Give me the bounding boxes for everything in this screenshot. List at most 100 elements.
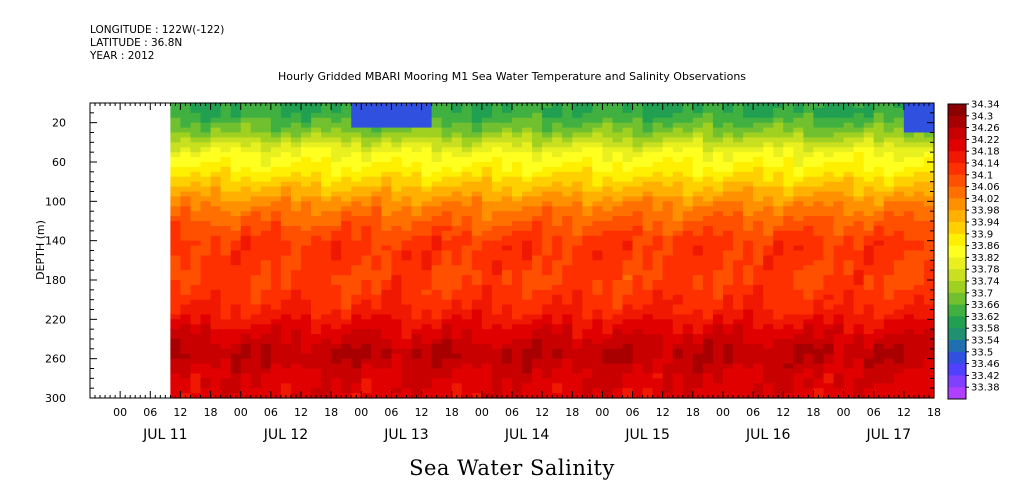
heatmap-cell xyxy=(180,181,192,188)
heatmap-cell xyxy=(431,309,443,316)
heatmap-cell xyxy=(833,132,845,139)
heatmap-cell xyxy=(672,225,684,232)
heatmap-cell xyxy=(552,255,563,261)
heatmap-cell xyxy=(602,201,614,207)
heatmap-cell xyxy=(873,388,885,394)
heatmap-cell xyxy=(843,216,855,222)
heatmap-cell xyxy=(481,289,493,296)
heatmap-cell xyxy=(240,201,252,207)
heatmap-cell xyxy=(391,334,403,340)
heatmap-cell xyxy=(783,112,794,119)
heatmap-cell xyxy=(873,245,885,252)
heatmap-cell xyxy=(893,378,905,384)
heatmap-cell xyxy=(662,260,674,266)
heatmap-cell xyxy=(321,260,332,266)
heatmap-cell xyxy=(270,152,282,158)
heatmap-cell xyxy=(783,275,794,281)
heatmap-cell xyxy=(682,142,694,148)
heatmap-cell xyxy=(692,339,704,345)
heatmap-cell xyxy=(753,157,764,163)
heatmap-cell xyxy=(250,260,262,266)
heatmap-cell xyxy=(592,157,604,163)
heatmap-cell xyxy=(652,176,664,183)
heatmap-cell xyxy=(522,329,533,335)
heatmap-cell xyxy=(672,112,684,119)
heatmap-cell xyxy=(391,152,403,158)
heatmap-cell xyxy=(331,289,342,296)
heatmap-cell xyxy=(542,265,553,271)
heatmap-cell xyxy=(793,309,804,316)
heatmap-cell xyxy=(843,383,855,389)
heatmap-cell xyxy=(652,137,664,143)
heatmap-cell xyxy=(602,122,614,129)
heatmap-cell xyxy=(381,225,393,232)
heatmap-cell xyxy=(170,368,182,375)
heatmap-cell xyxy=(572,122,583,129)
heatmap-cell xyxy=(863,358,875,365)
heatmap-cell xyxy=(170,378,182,384)
heatmap-cell xyxy=(562,265,573,271)
heatmap-cell xyxy=(863,162,875,168)
heatmap-cell xyxy=(602,127,614,134)
heatmap-cell xyxy=(180,186,192,193)
heatmap-cell xyxy=(301,383,312,389)
heatmap-cell xyxy=(321,388,332,394)
heatmap-cell xyxy=(351,152,362,158)
heatmap-cell xyxy=(381,245,393,252)
heatmap-cell xyxy=(723,378,734,384)
heatmap-cell xyxy=(702,147,714,153)
heatmap-cell xyxy=(793,334,804,340)
heatmap-cell xyxy=(542,191,553,198)
heatmap-cell xyxy=(401,353,413,360)
heatmap-cell xyxy=(451,230,463,237)
y-tick-label: 300 xyxy=(45,392,66,405)
heatmap-cell xyxy=(682,152,694,158)
heatmap-cell xyxy=(843,284,855,291)
heatmap-cell xyxy=(913,289,925,296)
heatmap-cell xyxy=(733,289,744,296)
heatmap-cell xyxy=(753,383,764,389)
heatmap-cell xyxy=(893,166,905,173)
heatmap-cell xyxy=(230,334,242,340)
heatmap-cell xyxy=(602,230,614,237)
heatmap-cell xyxy=(311,112,322,119)
heatmap-cell xyxy=(863,196,875,202)
heatmap-cell xyxy=(280,196,292,202)
heatmap-cell xyxy=(763,201,774,207)
heatmap-cell xyxy=(743,275,754,281)
heatmap-cell xyxy=(612,280,624,286)
heatmap-cell xyxy=(532,117,543,124)
heatmap-cell xyxy=(240,284,252,291)
heatmap-cell xyxy=(592,127,604,134)
heatmap-cell xyxy=(270,348,282,355)
heatmap-cell xyxy=(381,166,393,173)
heatmap-cell xyxy=(301,142,312,148)
heatmap-cell xyxy=(622,270,634,276)
heatmap-cell xyxy=(833,334,845,340)
y-tick-label: 20 xyxy=(52,117,66,130)
heatmap-cell xyxy=(331,137,342,143)
heatmap-cell xyxy=(803,358,815,365)
heatmap-cell xyxy=(522,319,533,325)
heatmap-cell xyxy=(381,265,393,271)
heatmap-cell xyxy=(331,314,342,320)
heatmap-cell xyxy=(250,201,262,207)
heatmap-cell xyxy=(270,358,282,365)
heatmap-cell xyxy=(843,211,855,217)
heatmap-cell xyxy=(913,358,925,365)
heatmap-cell xyxy=(341,265,352,271)
heatmap-cell xyxy=(572,319,583,325)
heatmap-cell xyxy=(381,171,393,178)
heatmap-cell xyxy=(783,284,794,291)
heatmap-cell xyxy=(391,368,403,375)
heatmap-cell xyxy=(190,127,202,134)
heatmap-cell xyxy=(873,319,885,325)
heatmap-cell xyxy=(743,191,754,198)
heatmap-cell xyxy=(823,186,835,193)
heatmap-cell xyxy=(793,319,804,325)
heatmap-cell xyxy=(311,250,322,257)
heatmap-cell xyxy=(461,181,473,188)
heatmap-cell xyxy=(391,378,403,384)
heatmap-cell xyxy=(250,245,262,252)
heatmap-cell xyxy=(813,176,825,183)
